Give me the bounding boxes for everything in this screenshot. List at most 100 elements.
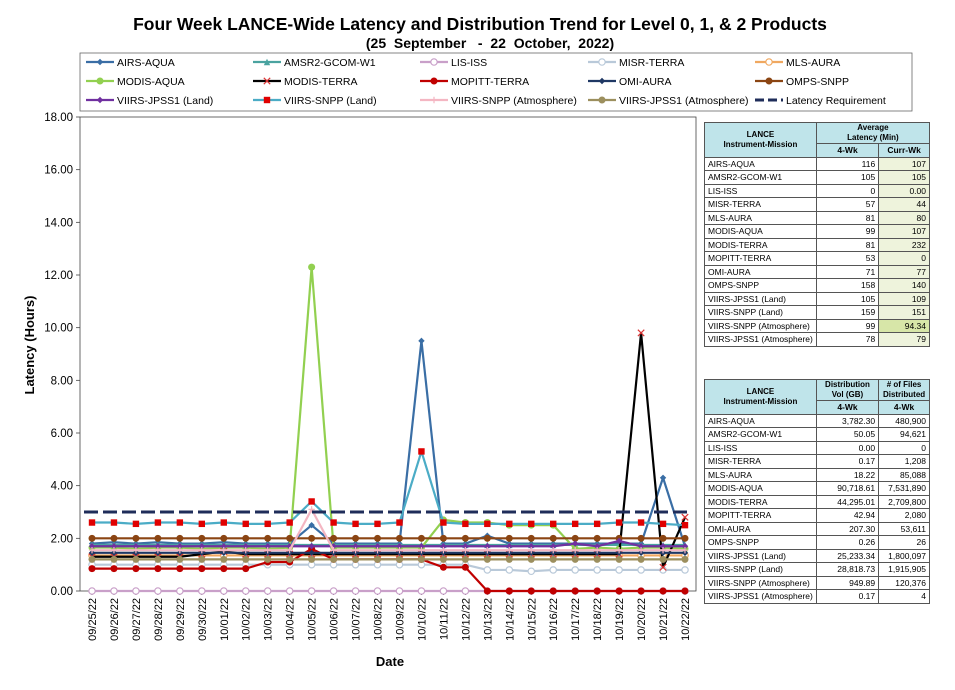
data-point-misr-terra (549, 566, 558, 574)
latency-row: MODIS-AQUA 99 107 (704, 224, 930, 239)
legend-label-lis-iss: LIS-ISS (451, 57, 487, 69)
series-line-modis-terra (92, 331, 687, 569)
data-point-omps-snpp (330, 534, 338, 542)
legend-marker-viirs-jpss1-land (96, 96, 104, 104)
legend-marker-modis-terra (263, 77, 271, 85)
data-point-omps-snpp (593, 534, 601, 542)
data-point-viirs-snpp-atmosphere (615, 546, 623, 554)
x-tick-label: 10/09/22 (394, 598, 406, 641)
data-point-omi-aura (308, 549, 315, 557)
distribution-cell-name: VIIRS-SNPP (Atmosphere) (704, 575, 817, 590)
distribution-cell-name: OMI-AURA (704, 521, 817, 536)
data-point-mopitt-terra (198, 565, 206, 573)
latency-cell-wk4: 78 (815, 332, 880, 347)
data-point-viirs-snpp-land (176, 519, 184, 526)
latency-cell-curr: 105 (878, 170, 930, 185)
distribution-row: MOPITT-TERRA 42.94 2,080 (704, 508, 930, 523)
distribution-row: MODIS-AQUA 90,718.61 7,531,890 (704, 481, 930, 496)
data-point-viirs-jpss1-atmosphere (88, 555, 96, 563)
y-tick-label: 14.00 (44, 217, 73, 229)
legend-entry-omps-snpp: OMPS-SNPP (755, 76, 849, 88)
data-point-viirs-jpss1-land (308, 543, 315, 550)
data-point-lis-iss (461, 587, 470, 595)
distribution-cell-name: MISR-TERRA (704, 454, 817, 469)
data-point-viirs-jpss1-atmosphere (527, 555, 535, 563)
data-point-airs-aqua (418, 337, 425, 345)
legend-label-modis-aqua: MODIS-AQUA (117, 76, 185, 88)
latency-cell-curr: 151 (878, 305, 930, 320)
data-point-mopitt-terra (88, 565, 96, 573)
y-tick-label: 6.00 (51, 428, 73, 440)
data-point-viirs-jpss1-land (374, 543, 381, 550)
distribution-cell-name: AMSR2-GCOM-W1 (704, 427, 817, 442)
x-tick-label: 09/27/22 (131, 598, 143, 641)
data-point-viirs-jpss1-atmosphere (154, 555, 162, 563)
data-point-modis-terra (637, 329, 645, 337)
data-point-mopitt-terra (220, 565, 228, 573)
latency-cell-wk4: 53 (815, 251, 880, 266)
legend-entry-airs-aqua: AIRS-AQUA (86, 57, 175, 69)
dist-sub-vol: 4-Wk (815, 400, 880, 415)
data-point-viirs-jpss1-land (330, 543, 337, 550)
data-point-viirs-jpss1-atmosphere (286, 555, 294, 563)
y-tick-label: 0.00 (51, 586, 73, 598)
data-point-viirs-jpss1-land (637, 543, 645, 550)
latency-cell-wk4: 158 (815, 278, 880, 293)
data-point-omps-snpp (483, 534, 491, 542)
data-point-viirs-snpp-atmosphere (110, 546, 118, 554)
latency-cell-name: VIIRS-JPSS1 (Atmosphere) (704, 332, 817, 347)
data-point-mopitt-terra (154, 565, 162, 573)
x-tick-label: 10/16/22 (548, 598, 560, 641)
distribution-cell-vol: 207.30 (815, 521, 880, 536)
distribution-cell-files: 85,088 (878, 467, 930, 482)
data-point-viirs-snpp-land (528, 520, 535, 528)
latency-header-instrument: LANCE Instrument-Mission (704, 122, 817, 158)
series-omps-snpp (88, 534, 689, 542)
x-tick-label: 10/22/22 (680, 598, 692, 641)
data-point-omps-snpp (505, 534, 513, 542)
data-point-viirs-snpp-atmosphere (264, 546, 271, 554)
latency-cell-curr: 140 (878, 278, 930, 293)
distribution-cell-files: 1,208 (878, 454, 930, 469)
data-point-lis-iss (176, 587, 184, 595)
x-tick-label: 09/25/22 (87, 598, 99, 641)
distribution-cell-vol: 25,233.34 (815, 548, 880, 563)
data-point-lis-iss (439, 587, 448, 595)
latency-cell-wk4: 99 (815, 224, 880, 239)
data-point-viirs-snpp-atmosphere (220, 546, 227, 554)
data-point-viirs-snpp-land (593, 520, 601, 528)
series-group (84, 263, 692, 595)
distribution-cell-files: 1,915,905 (878, 562, 930, 577)
data-point-viirs-jpss1-atmosphere (308, 555, 316, 563)
latency-cell-curr: 107 (878, 156, 930, 171)
distribution-cell-vol: 44,295.01 (815, 494, 880, 509)
data-point-viirs-snpp-atmosphere (374, 546, 381, 554)
legend-label-viirs-snpp-land: VIIRS-SNPP (Land) (284, 95, 377, 107)
latency-row: MISR-TERRA 57 44 (704, 197, 930, 212)
latency-sub-curr: Curr-Wk (878, 143, 930, 158)
data-point-mopitt-terra (132, 565, 140, 573)
data-point-viirs-snpp-atmosphere (198, 546, 206, 554)
x-tick-label: 10/08/22 (373, 598, 385, 641)
legend-label-mopitt-terra: MOPITT-TERRA (451, 76, 529, 88)
data-point-lis-iss (110, 587, 118, 595)
x-tick-label: 10/04/22 (285, 598, 297, 641)
data-point-misr-terra (681, 566, 689, 574)
x-tick-label: 10/15/22 (526, 598, 538, 641)
data-point-modis-aqua (308, 263, 316, 271)
legend-label-omps-snpp: OMPS-SNPP (786, 76, 849, 88)
data-point-omps-snpp (110, 534, 118, 542)
data-point-omps-snpp (198, 534, 206, 542)
latency-cell-wk4: 71 (815, 264, 880, 279)
x-tick-label: 10/13/22 (482, 598, 494, 641)
data-point-viirs-snpp-atmosphere (593, 546, 601, 554)
data-point-viirs-snpp-land (396, 519, 403, 526)
data-point-viirs-snpp-atmosphere (506, 546, 513, 554)
data-point-viirs-snpp-atmosphere (352, 546, 359, 554)
data-point-omps-snpp (659, 534, 667, 542)
data-point-omps-snpp (154, 534, 162, 542)
y-tick-label: 8.00 (51, 375, 73, 387)
x-tick-label: 10/07/22 (351, 598, 363, 641)
data-point-mopitt-terra (527, 587, 535, 595)
x-tick-label: 10/18/22 (592, 598, 604, 641)
